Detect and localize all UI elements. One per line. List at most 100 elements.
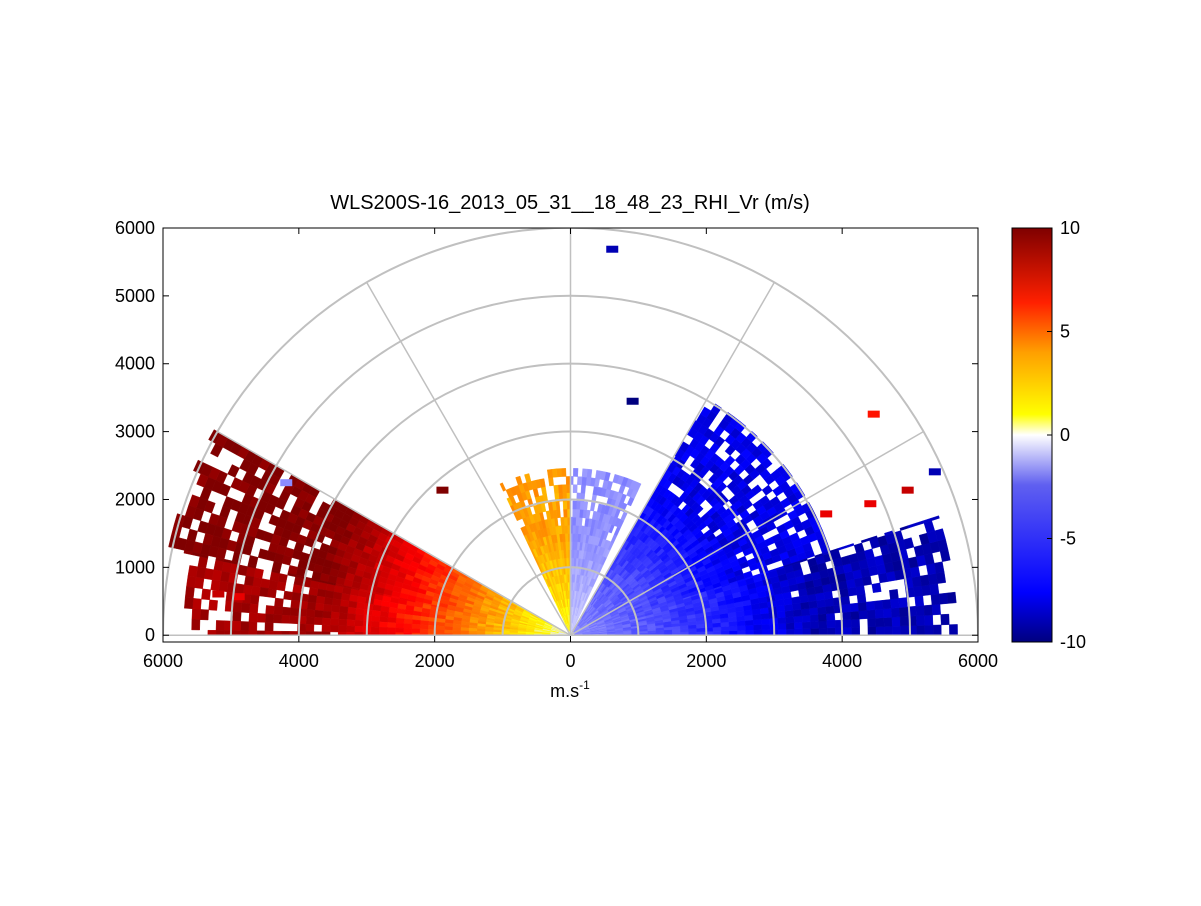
velocity-bin	[420, 629, 428, 633]
velocity-bin	[185, 587, 194, 599]
velocity-bin	[573, 501, 577, 509]
velocity-bin	[244, 576, 254, 586]
velocity-bin	[331, 605, 340, 613]
colorbar-tick-label: -10	[1060, 632, 1086, 652]
velocity-point	[820, 510, 832, 517]
velocity-bin	[858, 602, 867, 611]
velocity-bin	[281, 615, 290, 623]
velocity-bin	[746, 625, 754, 630]
velocity-bin	[778, 623, 786, 629]
velocity-bin	[573, 485, 577, 493]
velocity-point	[436, 487, 448, 494]
velocity-bin	[371, 616, 380, 622]
velocity-bin	[461, 631, 469, 634]
velocity-bin	[233, 602, 242, 612]
velocity-bin	[580, 501, 584, 509]
velocity-bin	[219, 581, 228, 592]
y-tick-label: 1000	[115, 557, 155, 577]
velocity-bin	[412, 629, 420, 634]
velocity-bin	[932, 604, 941, 615]
velocity-bin	[809, 608, 818, 616]
velocity-point	[929, 468, 941, 475]
velocity-bin	[485, 632, 493, 635]
velocity-bin	[577, 477, 582, 485]
velocity-bin	[857, 594, 866, 603]
velocity-bin	[249, 613, 258, 622]
velocity-bin	[192, 619, 200, 630]
velocity-bin	[469, 631, 477, 634]
velocity-bin	[332, 599, 341, 607]
velocity-bin	[322, 625, 330, 632]
velocity-bin	[754, 625, 762, 631]
x-tick-label: 4000	[822, 651, 862, 671]
velocity-point	[212, 590, 224, 597]
velocity-bin	[316, 596, 325, 604]
velocity-bin	[801, 608, 810, 615]
y-tick-label: 3000	[115, 422, 155, 442]
velocity-bin	[259, 587, 268, 597]
velocity-bin	[347, 620, 356, 627]
velocity-bin	[819, 621, 827, 628]
velocity-bin	[277, 582, 286, 591]
velocity-bin	[235, 584, 244, 594]
velocity-bin	[404, 624, 412, 629]
velocity-bin	[404, 619, 413, 624]
velocity-bin	[792, 597, 801, 605]
velocity-bin	[412, 624, 420, 629]
velocity-bin	[387, 622, 395, 628]
velocity-bin	[269, 580, 278, 590]
velocity-bin	[493, 632, 501, 634]
velocity-bin	[818, 607, 827, 615]
velocity-bin	[811, 628, 819, 635]
velocity-bin	[801, 602, 810, 610]
velocity-bin	[188, 565, 198, 577]
velocity-bin	[933, 625, 941, 635]
velocity-bin	[826, 613, 835, 621]
velocity-bin	[876, 618, 885, 627]
velocity-bin	[802, 622, 810, 629]
velocity-bin	[575, 534, 578, 542]
velocity-bin	[250, 595, 259, 605]
velocity-bin	[841, 596, 850, 605]
velocity-bin	[251, 586, 260, 596]
velocity-bin	[436, 626, 444, 630]
velocity-bin	[802, 615, 811, 622]
velocity-bin	[338, 619, 347, 626]
velocity-bin	[274, 606, 283, 615]
velocity-bin	[284, 591, 293, 600]
velocity-bin	[576, 517, 580, 525]
velocity-bin	[267, 589, 276, 599]
velocity-bin	[547, 469, 553, 478]
velocity-bin	[200, 609, 209, 620]
velocity-bin	[241, 603, 250, 613]
velocity-bin	[572, 542, 575, 550]
velocity-bin	[331, 612, 340, 619]
velocity-bin	[934, 562, 944, 574]
velocity-bin	[910, 566, 920, 577]
velocity-bin	[355, 614, 364, 621]
velocity-bin	[572, 525, 575, 533]
velocity-bin	[371, 621, 379, 627]
velocity-bin	[819, 628, 827, 635]
velocity-bin	[420, 621, 429, 626]
velocity-bin	[778, 617, 787, 623]
velocity-bin	[884, 617, 893, 626]
velocity-bin	[209, 600, 218, 611]
velocity-bin	[388, 617, 397, 623]
velocity-bin	[198, 557, 208, 569]
velocity-bin	[292, 592, 301, 601]
velocity-bin	[936, 572, 946, 584]
velocity-bin	[395, 623, 403, 628]
velocity-bin	[746, 630, 754, 635]
velocity-bin	[786, 623, 794, 630]
velocity-bin	[563, 501, 567, 509]
velocity-bin	[786, 629, 794, 635]
velocity-bin	[192, 598, 201, 609]
velocity-bin	[883, 608, 892, 617]
colorbar-tick-label: 0	[1060, 425, 1070, 445]
velocity-bin	[452, 627, 460, 631]
velocity-bin	[356, 602, 365, 609]
velocity-bin	[346, 626, 354, 632]
